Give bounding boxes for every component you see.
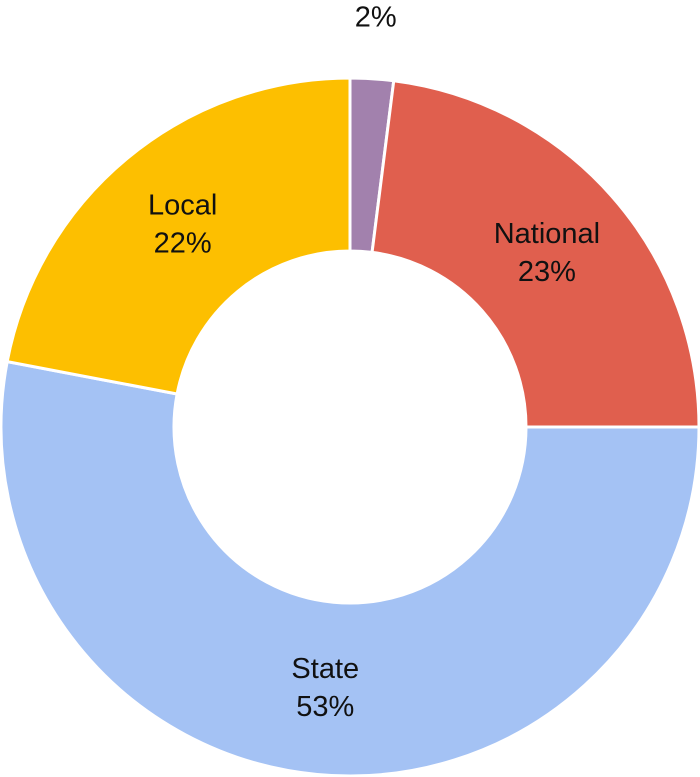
slice-label: Local xyxy=(148,189,217,221)
slice-value-label: 2% xyxy=(355,1,397,33)
slice-value-label: 23% xyxy=(518,256,576,288)
slice-label: State xyxy=(291,653,359,685)
donut-slice xyxy=(5,76,352,396)
slice-label: National xyxy=(494,218,600,250)
slice-value-label: 53% xyxy=(296,691,354,723)
donut-slice xyxy=(370,79,700,429)
slice-value-label: 22% xyxy=(154,227,212,259)
donut-slice xyxy=(0,359,700,777)
